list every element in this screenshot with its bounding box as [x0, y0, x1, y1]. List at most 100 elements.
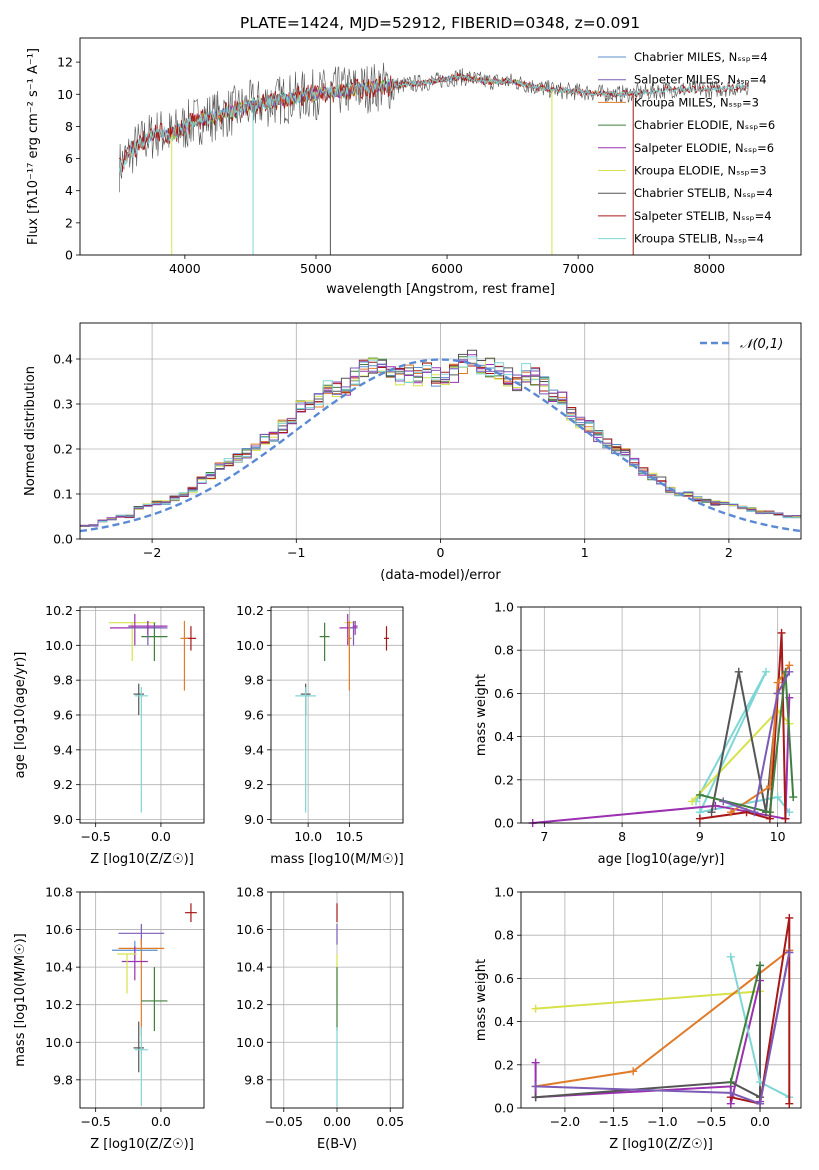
x-tick-label: 5000: [300, 261, 332, 276]
y-tick-label: 0: [65, 248, 73, 263]
y-tick-label: 9.6: [244, 708, 264, 723]
x-tick-label: −2.0: [550, 1114, 580, 1129]
y-axis-label: Flux [fλ10⁻¹⁷ erg cm⁻² s⁻¹ A⁻¹]: [26, 48, 41, 245]
mass-vs-ebv-panel: −0.05 0.00 0.05 9.8 10.0 10.2 10.4 10.6 10.8 E(B-…: [236, 885, 404, 1153]
axes-frame: [79, 322, 802, 540]
mass-weight-marker: [688, 797, 697, 806]
y-tick-label: 9.0: [244, 812, 264, 827]
mass-weight-marker: [789, 793, 798, 802]
y-axis-label: mass weight: [474, 674, 489, 756]
mass-weight-marker: [695, 814, 704, 823]
mass-weight-marker: [707, 808, 716, 817]
mass-weight-marker: [773, 793, 782, 802]
y-tick-label: 0.3: [53, 397, 73, 412]
mass-vs-z-panel: −0.5 0.0 9.8 10.0 10.2 10.4 10.6 10.8 Z [log10(Z…: [13, 885, 205, 1152]
x-axis-label: (data-model)/error: [380, 568, 501, 583]
y-tick-label: 9.8: [53, 1072, 73, 1087]
x-tick-label: 4000: [169, 261, 201, 276]
legend-label: Salpeter ELODIE, Nₛₛₚ=6: [634, 141, 774, 155]
x-tick-label: 8000: [693, 261, 725, 276]
mass-weight-marker: [629, 1067, 638, 1076]
y-tick-label: 10.0: [45, 1035, 73, 1050]
mass-weight-marker: [785, 1099, 794, 1108]
x-tick-label: −2: [143, 545, 161, 560]
y-tick-label: 10.6: [236, 922, 264, 937]
mass-weight-line: [535, 990, 761, 1010]
mass-weight-marker: [750, 808, 759, 817]
x-tick-label: 9: [696, 829, 704, 844]
x-tick-label: 2: [725, 545, 733, 560]
x-axis-label: Z [log10(Z/Z☉)]: [90, 1137, 194, 1152]
x-tick-label: −1.0: [647, 1114, 677, 1129]
legend-label: Salpeter MILES, Nₛₛₚ=4: [634, 73, 767, 87]
x-tick-label: 10: [770, 829, 786, 844]
mass-weight-marker: [726, 952, 735, 961]
y-axis-label: mass weight: [474, 959, 489, 1041]
y-tick-label: 0.2: [494, 772, 514, 787]
axes-frame: [520, 891, 802, 1109]
y-tick-label: 10.0: [236, 1035, 264, 1050]
y-tick-label: 10.2: [236, 603, 264, 618]
residuals-panel: −2 −1 0 1 2 0.0 0.1 0.2 0.3 0.4 𝒩(0,1) (data-model)…: [23, 322, 802, 583]
mass-weight-line: [535, 965, 761, 1099]
mass-weight-marker: [756, 961, 765, 970]
mass-weight-marker: [719, 797, 728, 806]
x-tick-label: 10.0: [294, 829, 322, 844]
y-tick-label: 8: [65, 119, 73, 134]
x-tick-label: 0: [437, 545, 445, 560]
mass-weight-line: [532, 697, 791, 824]
mass-weight-marker: [734, 667, 743, 676]
legend-label: Kroupa MILES, Nₛₛₚ=3: [634, 95, 759, 109]
x-tick-label: 0.0: [151, 1114, 171, 1129]
y-tick-label: 0.1: [53, 487, 73, 502]
figure-title: PLATE=1424, MJD=52912, FIBERID=0348, z=0…: [240, 14, 640, 32]
y-tick-label: 0.0: [494, 1101, 514, 1116]
x-tick-label: 0.0: [151, 829, 171, 844]
y-tick-label: 10.4: [45, 960, 73, 975]
y-tick-label: 10.8: [45, 885, 73, 900]
normal-curve: [79, 358, 802, 533]
y-axis-label: age [log10(age/yr)]: [13, 652, 28, 779]
mass-weight-marker: [756, 1099, 765, 1108]
mass-weight-marker: [695, 790, 704, 799]
x-axis-label: Z [log10(Z/Z☉)]: [609, 1137, 713, 1152]
mass-weight-marker: [785, 913, 794, 922]
y-tick-label: 9.4: [244, 742, 264, 757]
mass-weight-marker: [777, 628, 786, 637]
axes-frame: [79, 37, 802, 256]
x-tick-label: −0.05: [265, 1114, 303, 1129]
y-tick-label: 0.4: [494, 729, 514, 744]
age-vs-z-panel: −0.5 0.0 9.0 9.2 9.4 9.6 9.8 10.0 10.2 Z [log10(Z…: [13, 603, 205, 867]
mass-weight-marker: [762, 667, 770, 676]
legend-label: Chabrier STELIB, Nₛₛₚ=4: [634, 186, 773, 200]
x-axis-label: age [log10(age/yr)]: [598, 852, 725, 867]
mass-weight-marker: [531, 1093, 540, 1102]
x-axis-label: wavelength [Angstrom, rest frame]: [326, 282, 555, 297]
age-vs-mass-panel: 10.0 10.5 9.0 9.2 9.4 9.6 9.8 10.0 10.2 mass [log…: [236, 603, 404, 867]
y-tick-label: 12: [57, 55, 73, 70]
y-axis-label: Normed distribution: [23, 366, 38, 496]
x-axis-label: E(B-V): [317, 1137, 357, 1152]
y-tick-label: 0.4: [53, 352, 73, 367]
legend-label: Chabrier ELODIE, Nₛₛₚ=6: [634, 118, 775, 132]
y-tick-label: 9.8: [53, 673, 73, 688]
x-tick-label: 7: [540, 829, 548, 844]
mass-weight-marker: [773, 689, 782, 698]
mass-weight-marker: [531, 1082, 540, 1091]
mass-weight-marker: [781, 814, 790, 823]
mass-weight-marker: [531, 1058, 540, 1067]
mass-weight-marker: [726, 1088, 735, 1097]
y-tick-label: 2: [65, 215, 73, 230]
y-tick-label: 10.0: [236, 638, 264, 653]
y-tick-label: 0.0: [494, 816, 514, 831]
x-tick-label: −1: [287, 545, 305, 560]
x-tick-label: 0.00: [323, 1114, 351, 1129]
legend-label: Kroupa STELIB, Nₛₛₚ=4: [634, 232, 764, 246]
spectrum-line-kroupa-stelib: [118, 73, 749, 173]
y-tick-label: 0.2: [494, 1057, 514, 1072]
axes-frame: [270, 606, 404, 824]
y-tick-label: 9.2: [53, 777, 73, 792]
mass-weight-line: [730, 664, 791, 814]
legend-label: Chabrier MILES, Nₛₛₚ=4: [634, 50, 768, 64]
y-tick-label: 0.8: [494, 928, 514, 943]
